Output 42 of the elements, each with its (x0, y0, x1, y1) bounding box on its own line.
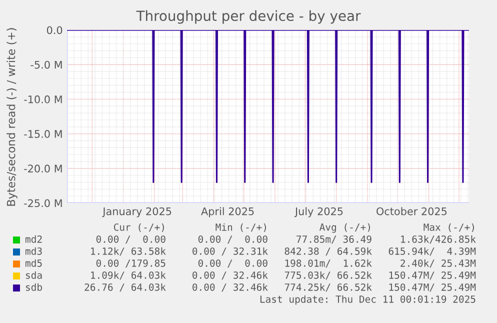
text: 842.38 / 64.59k (284, 247, 372, 256)
legend-label: md5 (26, 259, 42, 267)
text: 774.25k/ 66.52k (284, 283, 372, 292)
text: Avg (-/+) (320, 223, 370, 233)
chart-title: Throughput per device - by year (136, 10, 361, 24)
text: Last update: Thu Dec 11 00:01:19 2025 (260, 295, 476, 305)
text: Cur (-/+) (114, 223, 164, 232)
y-tick-label: -20.0 M (24, 164, 62, 173)
legend-label: sdb (26, 283, 42, 291)
y-tick-label: -15.0 M (24, 130, 62, 138)
text: 0.00 / 0.00 (198, 235, 268, 244)
text: 150.47M/ 25.49M (389, 271, 476, 280)
text: 0.00 / 32.46k (192, 283, 268, 292)
legend-label: sda (26, 271, 42, 279)
text: 775.03k/ 66.52k (284, 271, 372, 280)
text: 1.63k/426.85k (401, 235, 476, 244)
text: 1.09k/ 64.03k (91, 271, 166, 280)
x-tick-label: October 2025 (376, 207, 447, 216)
text: 0.00 /179.85 (96, 259, 166, 268)
text: 26.76 / 64.03k (84, 283, 166, 292)
text: Max (-/+) (424, 223, 474, 232)
text: 1.12k/ 63.58k (91, 247, 166, 256)
text: 0.00 / 32.46k (192, 271, 268, 280)
x-tick-label: January 2025 (102, 207, 172, 218)
legend-label: md2 (26, 235, 42, 243)
x-tick-label: July 2025 (294, 207, 343, 218)
y-tick-label: -10.0 M (24, 95, 62, 104)
text: 615.94k/ 4.39M (388, 247, 476, 256)
y-axis-title: Bytes/second read (-) / write (+) (6, 28, 18, 206)
text: Min (-/+) (216, 223, 266, 232)
text: 77.85m/ 36.49 (296, 235, 372, 244)
text: 0.00 / 0.00 (198, 259, 268, 268)
x-tick-label: April 2025 (201, 207, 254, 218)
text: 0.00 / 0.00 (96, 235, 166, 244)
text: 2.40k/ 25.43M (400, 259, 476, 268)
legend-label: md3 (26, 247, 42, 255)
text: 0.00 / 32.31k (192, 247, 268, 256)
text: 150.47M/ 25.49M (389, 283, 476, 292)
y-tick-label: 0.0 (46, 26, 62, 34)
y-tick-label: -25.0 M (24, 199, 62, 208)
y-tick-label: -5.0 M (30, 60, 62, 69)
text: 198.01m/ 1.62k (285, 259, 372, 268)
